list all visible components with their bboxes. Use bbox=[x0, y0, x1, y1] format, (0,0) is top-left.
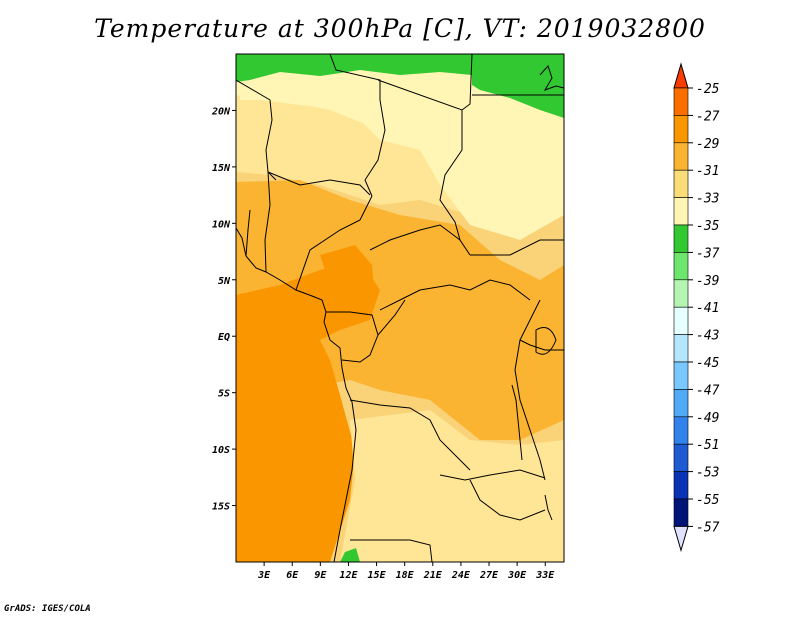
field-region-t37-northeast bbox=[472, 54, 564, 118]
colorbar-swatch bbox=[673, 306, 689, 335]
lake-tanganyika bbox=[511, 384, 523, 461]
colorbar-label: -53 bbox=[696, 466, 719, 481]
colorbar-label: -31 bbox=[696, 164, 719, 179]
border-cameroon-gabon bbox=[326, 311, 379, 336]
border-red-sea-coast bbox=[539, 65, 564, 91]
border-drc-angola bbox=[349, 399, 471, 471]
border-zambia-south bbox=[469, 479, 546, 521]
colorbar-bottom-arrow bbox=[673, 525, 689, 553]
colorbar-label: -43 bbox=[696, 329, 719, 344]
border-niger-nigeria bbox=[267, 171, 371, 196]
colorbar-swatch bbox=[673, 169, 689, 198]
border-drc-east bbox=[514, 299, 546, 481]
border-nigeria-benin bbox=[264, 171, 271, 273]
field-region-t27-cameroon bbox=[320, 245, 375, 315]
border-east-lake-region bbox=[519, 339, 564, 351]
lat-label: 15N bbox=[212, 163, 231, 174]
colorbar-label: -39 bbox=[696, 274, 719, 289]
lon-label: 12E bbox=[339, 570, 358, 581]
lat-label: 20N bbox=[211, 106, 231, 117]
colorbar: -25 -27 -29 -31 -33 -35 -37 -39 -41 -43 -45 -47 -49 -… bbox=[673, 62, 720, 553]
border-mali-niger bbox=[236, 79, 277, 181]
lon-label: 21E bbox=[423, 570, 443, 581]
colorbar-swatch bbox=[673, 142, 689, 171]
colorbar-swatch bbox=[673, 471, 689, 500]
lake-victoria bbox=[535, 327, 557, 355]
lake-malawi bbox=[544, 494, 553, 521]
colorbar-swatch bbox=[673, 252, 689, 281]
colorbar-swatch bbox=[673, 361, 689, 390]
lat-label: 10N bbox=[212, 219, 231, 230]
colorbar-label: -25 bbox=[696, 82, 720, 97]
colorbar-label: -29 bbox=[696, 137, 719, 152]
lon-label: 33E bbox=[535, 570, 555, 581]
border-sudan-southsudan bbox=[470, 239, 564, 256]
lat-label: 10S bbox=[212, 445, 230, 456]
lon-label: 18E bbox=[396, 570, 415, 581]
colorbar-label: -47 bbox=[696, 383, 720, 398]
colorbar-swatch bbox=[673, 334, 689, 363]
colorbar-swatch bbox=[673, 389, 689, 418]
colorbar-swatch bbox=[673, 416, 689, 445]
border-niger-chad bbox=[377, 54, 473, 111]
border-angola-namibia bbox=[350, 539, 433, 562]
grads-credit: GrADS: IGES/COLA bbox=[4, 604, 91, 614]
field-region-t37-north bbox=[236, 54, 472, 82]
border-togo-ghana bbox=[245, 209, 251, 257]
colorbar-label: -49 bbox=[696, 411, 719, 426]
field-region-t27-gulf bbox=[236, 260, 380, 562]
lon-label: 15E bbox=[368, 570, 387, 581]
colorbar-top-arrow bbox=[673, 62, 689, 89]
colorbar-swatch bbox=[673, 279, 689, 308]
longitude-axis: 3E 6E 9E 12E 15E 18E 21E 24E 27E 30E 33E bbox=[257, 562, 555, 581]
lon-label: 30E bbox=[507, 570, 527, 581]
colorbar-label: -35 bbox=[696, 219, 720, 234]
field-region-t37-south bbox=[340, 548, 360, 562]
border-car-congo bbox=[379, 279, 531, 311]
colorbar-label: -55 bbox=[696, 493, 720, 508]
field-region-t33-south bbox=[340, 410, 564, 562]
country-borders bbox=[236, 54, 564, 562]
border-angola-zambia bbox=[439, 469, 546, 481]
field-region-t35-north bbox=[236, 70, 564, 240]
map-frame bbox=[235, 53, 565, 563]
colorbar-label: -41 bbox=[696, 301, 719, 316]
lon-label: 9E bbox=[314, 570, 327, 581]
lon-label: 27E bbox=[479, 570, 499, 581]
colorbar-swatch bbox=[673, 115, 689, 144]
chart-title: Temperature at 300hPa [C], VT: 201903280… bbox=[94, 14, 706, 43]
colorbar-label: -51 bbox=[696, 438, 719, 453]
border-algeria-libya bbox=[329, 54, 386, 197]
colorbar-label: -57 bbox=[696, 520, 720, 535]
colorbar-swatch bbox=[673, 224, 689, 253]
border-gabon-congo bbox=[341, 299, 406, 363]
colorbar-label: -27 bbox=[696, 109, 720, 124]
lon-label: 6E bbox=[286, 570, 299, 581]
colorbar-swatch bbox=[673, 87, 689, 116]
lat-label: 5N bbox=[218, 276, 231, 287]
border-chad-car bbox=[369, 224, 461, 251]
border-nigeria-cameroon bbox=[295, 195, 373, 291]
lat-label: EQ bbox=[218, 332, 230, 343]
colorbar-label: -33 bbox=[696, 192, 719, 207]
colorbar-label: -37 bbox=[696, 246, 720, 261]
lat-label: 15S bbox=[212, 502, 230, 513]
lon-label: 3E bbox=[257, 570, 271, 581]
lat-label: 5S bbox=[218, 389, 230, 400]
field-region-t35-sahara-north bbox=[240, 78, 464, 160]
latitude-axis: 20N 15N 10N 5N EQ 5S 10S 15S bbox=[211, 106, 236, 513]
coastline-west-africa bbox=[236, 227, 357, 562]
colorbar-swatch bbox=[673, 498, 689, 527]
colorbar-label: -45 bbox=[696, 356, 720, 371]
colorbar-swatch bbox=[673, 443, 689, 472]
lon-label: 24E bbox=[451, 570, 471, 581]
colorbar-swatch bbox=[673, 197, 689, 226]
